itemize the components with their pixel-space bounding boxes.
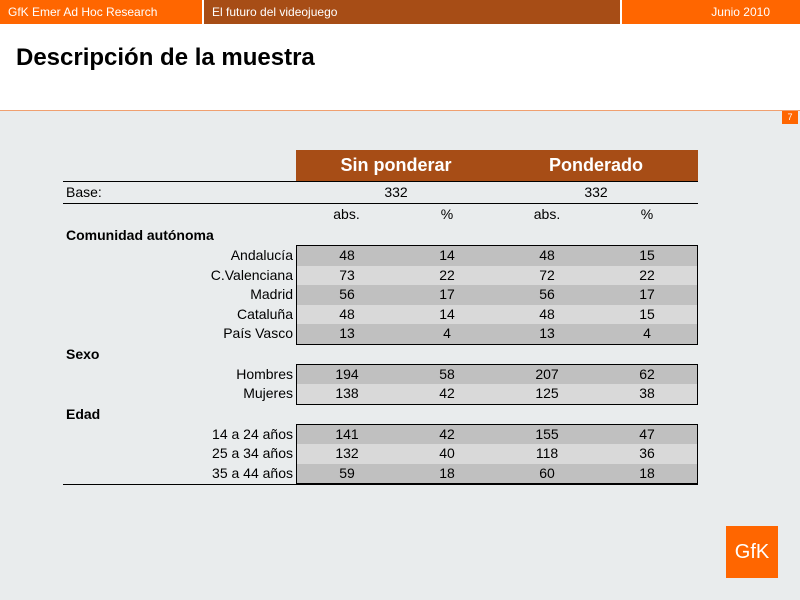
section-title-row: Sexo (63, 345, 698, 364)
cell: 141 (335, 425, 359, 442)
cell: 18 (439, 464, 455, 481)
section-body: 14 a 24 años 141 42 155 47 25 a 34 años … (212, 423, 698, 484)
cell: 58 (439, 365, 455, 382)
cell: 59 (339, 464, 355, 481)
cell: 48 (539, 247, 555, 263)
row-label: Mujeres (243, 385, 293, 401)
row-label: 14 a 24 años (212, 425, 293, 442)
cell: 73 (339, 266, 355, 283)
cell: 17 (439, 286, 455, 302)
table-row: 14 a 24 años 141 42 155 47 (212, 424, 697, 444)
section-title-row: Comunidad autónoma (63, 225, 698, 245)
cell: 14 (439, 305, 455, 322)
section-title: Sexo (66, 345, 100, 362)
subheader-pct: % (640, 206, 654, 222)
table-row: Andalucía 48 14 48 15 (231, 246, 697, 266)
header-bar: GfK Emer Ad Hoc Research El futuro del v… (0, 0, 800, 24)
cell: 22 (439, 266, 455, 283)
row-label: 35 a 44 años (212, 464, 293, 481)
page-number: 7 (782, 111, 798, 124)
cell: 36 (639, 445, 655, 461)
cell: 132 (335, 445, 359, 461)
table-row: Hombres 194 58 207 62 (236, 364, 697, 384)
row-label: C.Valenciana (210, 266, 293, 283)
cell: 62 (639, 365, 655, 382)
table-row: 35 a 44 años 59 18 60 18 (212, 463, 697, 483)
subheader-row: abs. % abs. % (63, 204, 698, 225)
base-row: Base: 332 332 (63, 181, 698, 204)
cell: 40 (439, 445, 455, 461)
table-header-row: Sin ponderar Ponderado (63, 150, 698, 181)
title-area: Descripción de la muestra (0, 24, 800, 111)
column-group-header: Sin ponderar Ponderado (296, 150, 698, 181)
cell: 125 (535, 385, 559, 401)
cell: 155 (535, 425, 559, 442)
table-row: Cataluña 48 14 48 15 (237, 304, 697, 324)
cell: 15 (639, 305, 655, 322)
base-label: Base: (66, 184, 102, 200)
subheader-abs: abs. (333, 206, 360, 222)
table-bottom-rule (63, 484, 698, 485)
base-value-unweighted: 332 (384, 184, 408, 200)
cell: 194 (335, 365, 359, 382)
table-row: 25 a 34 años 132 40 118 36 (212, 444, 697, 464)
base-value-weighted: 332 (584, 184, 608, 200)
row-label: Cataluña (236, 305, 293, 322)
cell: 42 (439, 425, 455, 442)
cell: 118 (535, 445, 559, 461)
row-label: País Vasco (223, 325, 293, 341)
section-title: Edad (66, 405, 101, 422)
cell: 17 (639, 286, 655, 302)
cell: 48 (539, 305, 555, 322)
cell: 38 (639, 385, 655, 401)
cell: 22 (639, 266, 655, 283)
header-project: El futuro del videojuego (202, 0, 620, 24)
section-body: Hombres 194 58 207 62 Mujeres 138 42 125… (236, 363, 698, 405)
row-label: Hombres (236, 365, 293, 382)
sample-table: Sin ponderar Ponderado Base: 332 332 abs… (63, 150, 698, 485)
cell: 15 (639, 247, 655, 263)
header-date: Junio 2010 (620, 0, 800, 24)
cell: 13 (339, 325, 355, 341)
section-body: Andalucía 48 14 48 15 C.Valenciana 73 22… (211, 245, 698, 345)
col-group-unweighted: Sin ponderar (340, 155, 452, 175)
cell: 207 (535, 365, 559, 382)
subheader-abs: abs. (533, 206, 561, 222)
row-label: Madrid (250, 286, 293, 302)
row-label: Andalucía (230, 247, 293, 263)
cell: 72 (539, 266, 555, 283)
header-company: GfK Emer Ad Hoc Research (0, 0, 202, 24)
gfk-logo: GfK (726, 526, 778, 578)
cell: 4 (643, 325, 651, 341)
row-label: 25 a 34 años (212, 445, 293, 461)
cell: 4 (443, 325, 451, 341)
table-row: Mujeres 138 42 125 38 (243, 384, 697, 404)
table-row: País Vasco 13 4 13 4 (223, 324, 697, 344)
cell: 42 (439, 385, 455, 401)
cell: 18 (639, 464, 655, 481)
table-row: Madrid 56 17 56 17 (250, 285, 697, 305)
cell: 56 (539, 286, 555, 302)
cell: 138 (335, 385, 359, 401)
cell: 14 (439, 247, 455, 263)
section-title: Comunidad autónoma (66, 227, 214, 243)
page-title: Descripción de la muestra (16, 44, 315, 71)
subheader-pct: % (440, 206, 454, 222)
cell: 56 (339, 286, 355, 302)
cell: 13 (539, 325, 555, 341)
cell: 47 (639, 425, 655, 442)
cell: 48 (339, 247, 355, 263)
section-title-row: Edad (63, 405, 698, 424)
table-row: C.Valenciana 73 22 72 22 (211, 265, 697, 285)
cell: 60 (539, 464, 555, 481)
cell: 48 (339, 305, 355, 322)
col-group-weighted: Ponderado (548, 155, 643, 175)
